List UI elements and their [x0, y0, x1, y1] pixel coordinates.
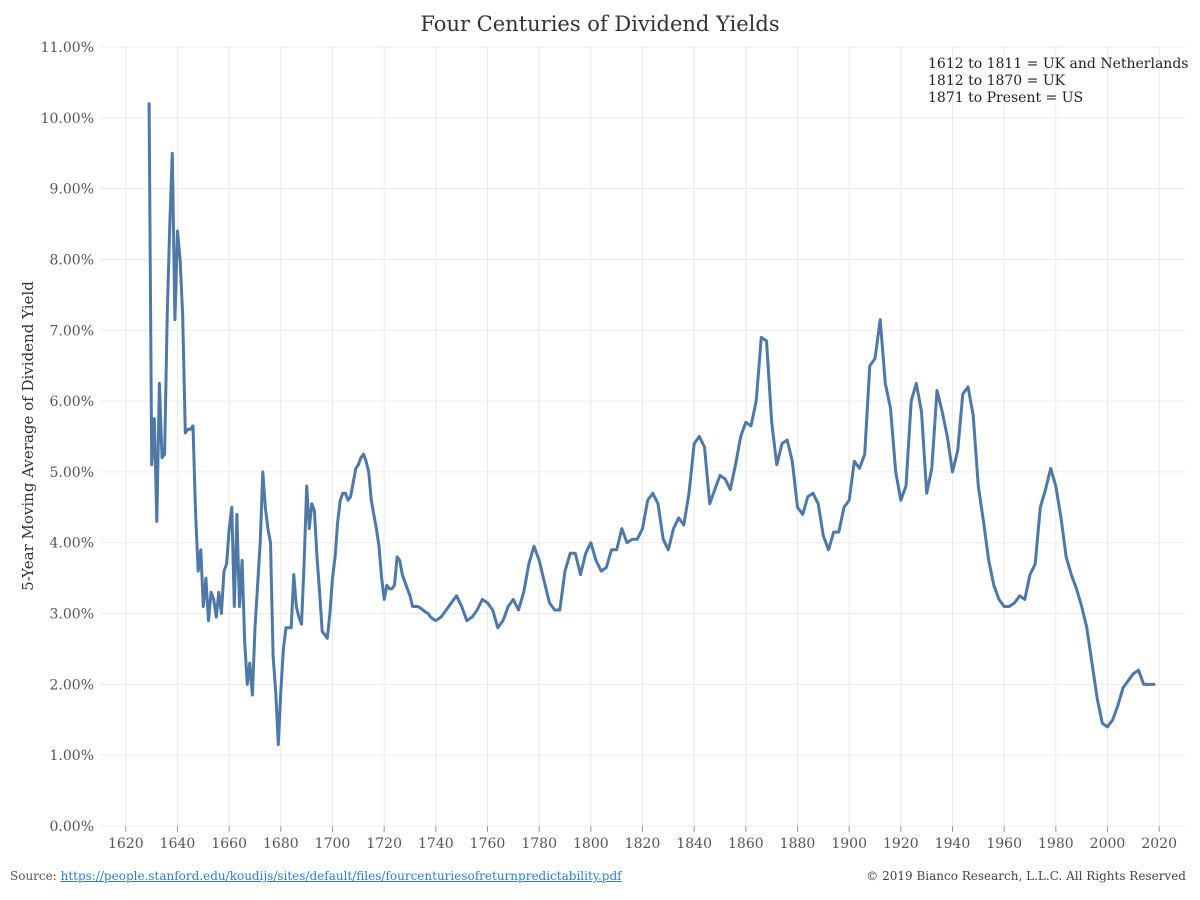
x-tick-label: 1680	[263, 836, 299, 852]
source-label: Source:	[10, 869, 61, 883]
x-tick-label: 1700	[315, 836, 351, 852]
x-tick-label: 1620	[108, 836, 144, 852]
y-tick-label: 0.00%	[50, 819, 94, 835]
x-tick-label: 1880	[780, 836, 816, 852]
x-tick-label: 1920	[883, 836, 919, 852]
x-tick-label: 1640	[160, 836, 196, 852]
x-tick-label: 1660	[211, 836, 247, 852]
y-tick-label: 2.00%	[50, 677, 94, 693]
x-tick-label: 1760	[470, 836, 506, 852]
x-axis-ticks: 1620 1640 1660 1680 1700 1720 1740 1760 1780 1800…	[108, 826, 1177, 852]
x-tick-label: 1800	[573, 836, 609, 852]
region-note: 1612 to 1811 = UK and Netherlands 1812 t…	[928, 56, 1188, 107]
x-tick-label: 1960	[986, 836, 1022, 852]
x-tick-label: 1720	[366, 836, 402, 852]
note-line-2: 1812 to 1870 = UK	[928, 73, 1066, 89]
x-tick-label: 1900	[831, 836, 867, 852]
y-tick-label: 10.00%	[41, 111, 94, 127]
x-tick-label: 1820	[625, 836, 661, 852]
x-tick-label: 2020	[1141, 836, 1177, 852]
y-axis-title-text: 5-Year Moving Average of Dividend Yield	[19, 281, 37, 591]
note-line-3: 1871 to Present = US	[928, 90, 1084, 106]
x-tick-label: 1860	[728, 836, 764, 852]
source-link[interactable]: https://people.stanford.edu/koudijs/site…	[60, 869, 622, 883]
y-tick-label: 8.00%	[50, 252, 94, 268]
x-tick-label: 1740	[418, 836, 454, 852]
y-tick-label: 1.00%	[50, 748, 94, 764]
y-tick-label: 6.00%	[50, 394, 94, 410]
x-tick-label: 2000	[1090, 836, 1126, 852]
y-tick-label: 9.00%	[50, 182, 94, 198]
chart-title: Four Centuries of Dividend Yields	[420, 12, 780, 36]
y-tick-label: 11.00%	[41, 40, 94, 56]
x-tick-label: 1980	[1038, 836, 1074, 852]
y-tick-label: 5.00%	[50, 465, 94, 481]
source-footer: Source: https://people.stanford.edu/koud…	[10, 869, 622, 883]
note-line-1: 1612 to 1811 = UK and Netherlands	[928, 56, 1189, 72]
x-tick-label: 1940	[935, 836, 971, 852]
x-tick-label: 1840	[676, 836, 712, 852]
x-tick-label: 1780	[521, 836, 557, 852]
dividend-yield-series-line	[147, 102, 1156, 747]
grid-lines	[100, 46, 1185, 827]
y-tick-label: 4.00%	[50, 536, 94, 552]
copyright-text: © 2019 Bianco Research, L.L.C. All Right…	[866, 869, 1186, 883]
y-tick-label: 3.00%	[50, 607, 94, 623]
y-tick-label: 7.00%	[50, 323, 94, 339]
y-axis-ticks: 0.00% 1.00% 2.00% 3.00% 4.00% 5.00% 6.00% 7.00%…	[41, 40, 94, 835]
